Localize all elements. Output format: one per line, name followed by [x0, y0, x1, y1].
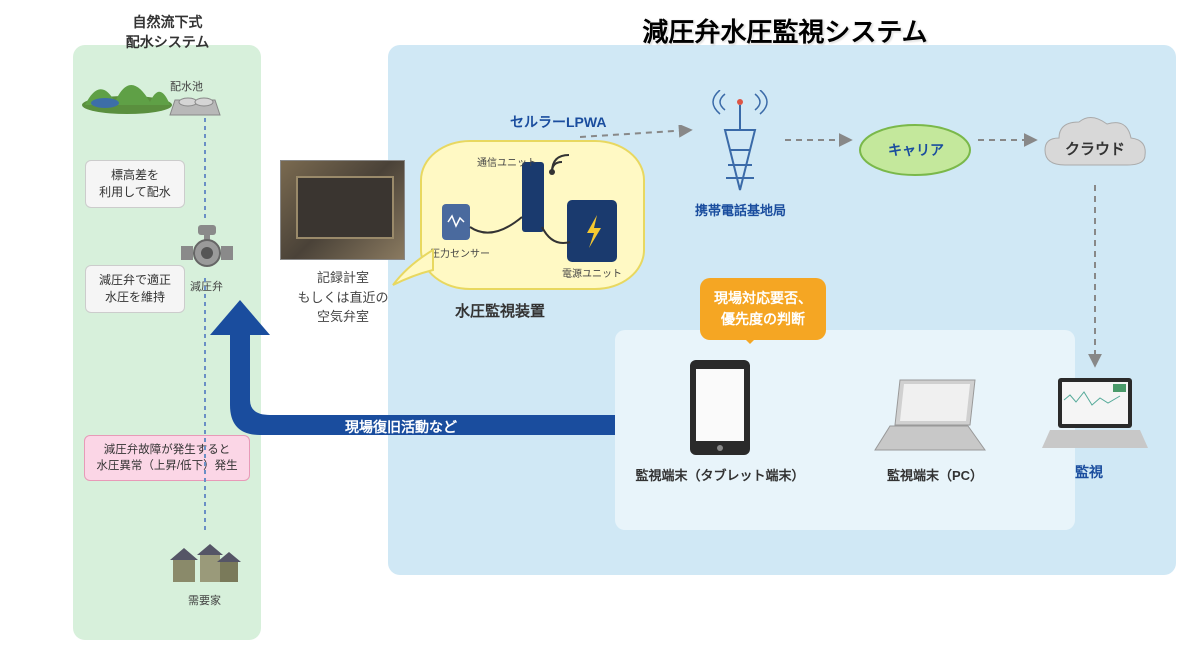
recovery-arrow	[200, 300, 620, 470]
device-callout: 通信ユニット 圧力センサー 電源ユニット	[420, 140, 645, 290]
left-panel-title: 自然流下式 配水システム	[95, 12, 240, 52]
pc-label: 監視端末（PC）	[870, 465, 1000, 484]
judgment-speech: 現場対応要否、 優先度の判断	[700, 278, 826, 340]
callout-tail	[388, 240, 438, 290]
power-label: 電源ユニット	[562, 265, 622, 280]
cloud-down-arrow	[1085, 185, 1105, 375]
top-arrows	[580, 125, 1120, 155]
tablet-label: 監視端末（タブレット端末）	[620, 465, 820, 484]
sensor-label: 圧力センサー	[430, 245, 490, 260]
recovery-label: 現場復旧活動など	[345, 417, 457, 437]
pc-icon	[870, 370, 990, 460]
consumer-icon	[165, 530, 245, 590]
tower-label: 携帯電話基地局	[695, 200, 786, 219]
main-title: 減圧弁水圧監視システム	[585, 12, 985, 49]
comm-unit-label: 通信ユニット	[477, 154, 537, 169]
maintain-box: 減圧弁で適正 水圧を維持	[85, 265, 185, 313]
consumer-label: 需要家	[188, 592, 221, 608]
tablet-icon	[680, 355, 760, 460]
photo-placeholder	[280, 160, 405, 260]
monitor-laptop-icon	[1040, 370, 1150, 460]
reservoir-label: 配水池	[170, 78, 203, 94]
elevation-box: 標高差を 利用して配水	[85, 160, 185, 208]
monitor-label: 監視	[1075, 462, 1103, 482]
reservoir-icon	[160, 90, 230, 130]
